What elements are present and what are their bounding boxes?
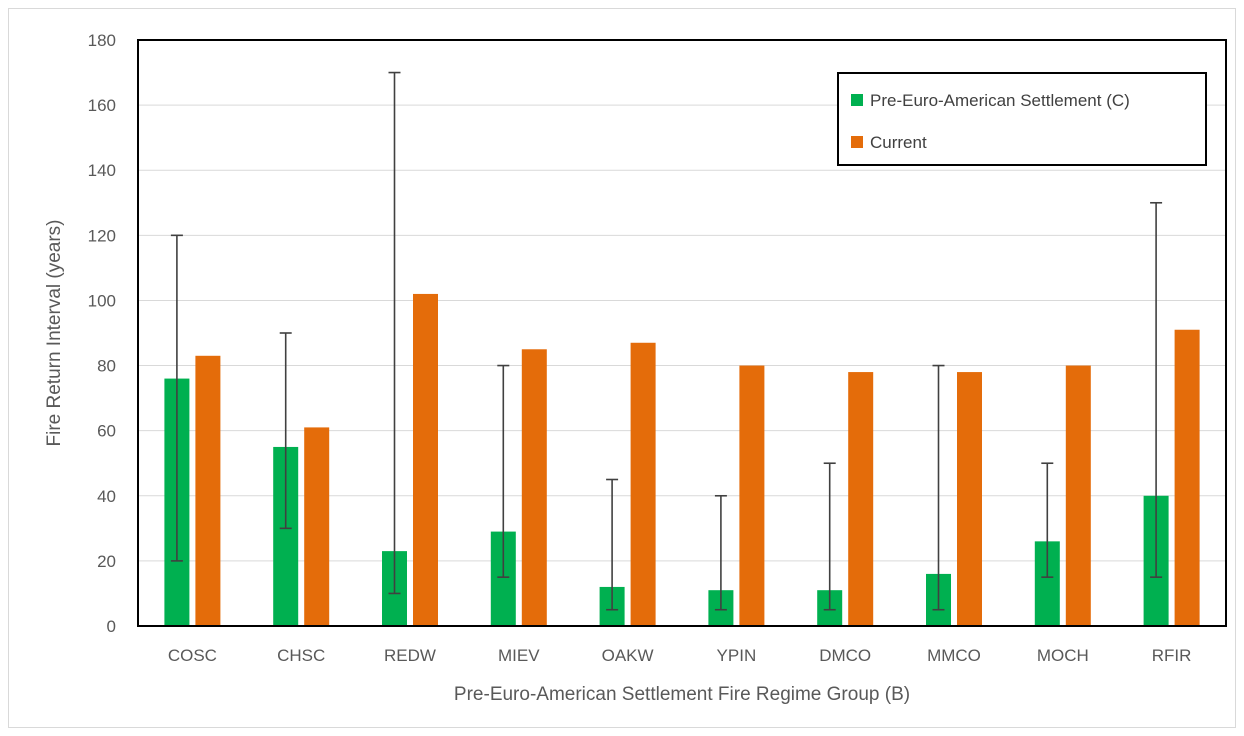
- x-tick-label-cosc: COSC: [168, 646, 217, 665]
- x-tick-label-dmco: DMCO: [819, 646, 871, 665]
- y-tick-label: 100: [88, 291, 116, 310]
- bar-ypin-current: [739, 365, 765, 626]
- x-axis-title: Pre-Euro-American Settlement Fire Regime…: [454, 684, 910, 705]
- error-bar-moch: [1041, 462, 1054, 578]
- y-tick-label: 180: [88, 31, 116, 50]
- y-tick-label: 160: [88, 96, 116, 115]
- bar-cosc-current: [195, 355, 221, 626]
- x-tick-label-mmco: MMCO: [927, 646, 981, 665]
- y-axis-title: Fire Return Interval (years): [44, 219, 65, 446]
- x-tick-label-chsc: CHSC: [277, 646, 325, 665]
- error-bar-miev: [497, 364, 510, 578]
- error-bars: [170, 71, 1163, 611]
- x-tick-label-oakw: OAKW: [602, 646, 654, 665]
- x-tick-label-ypin: YPIN: [717, 646, 757, 665]
- bar-oakw-current: [630, 342, 656, 626]
- y-tick-label: 140: [88, 161, 116, 180]
- bars: [164, 293, 1200, 626]
- x-tick-label-rfir: RFIR: [1152, 646, 1192, 665]
- bar-dmco-current: [848, 372, 874, 626]
- y-tick-label: 40: [97, 487, 116, 506]
- y-tick-label: 0: [107, 617, 116, 636]
- error-bar-cosc: [170, 234, 183, 562]
- plot-area-border: [137, 39, 1227, 627]
- legend-swatch-pre-settlement: [851, 94, 863, 106]
- error-bar-dmco: [823, 462, 836, 611]
- y-tick-label: 20: [97, 552, 116, 571]
- error-bar-ypin: [714, 494, 727, 611]
- error-bar-redw: [388, 71, 401, 595]
- legend-label-pre-settlement: Pre-Euro-American Settlement (C): [870, 91, 1130, 110]
- x-tick-label-redw: REDW: [384, 646, 436, 665]
- bar-miev-current: [521, 349, 547, 626]
- error-bar-chsc: [279, 332, 292, 530]
- y-tick-label: 120: [88, 226, 116, 245]
- y-axis-ticks: 0 20 40 60 80 100 120 140 160 180: [88, 31, 116, 636]
- error-bar-mmco: [932, 364, 945, 611]
- bar-moch-current: [1065, 365, 1091, 626]
- bar-redw-current: [413, 293, 438, 626]
- error-bar-oakw: [606, 478, 619, 611]
- x-axis-ticks: COSC CHSC REDW MIEV OAKW YPIN DMCO MMCO MOCH RFIR: [168, 646, 1192, 665]
- x-tick-label-moch: MOCH: [1037, 646, 1089, 665]
- bar-mmco-current: [957, 372, 982, 626]
- legend-box: [837, 72, 1207, 166]
- y-tick-label: 80: [97, 357, 116, 376]
- bar-rfir-current: [1174, 329, 1200, 626]
- legend: Pre-Euro-American Settlement (C) Current: [837, 72, 1207, 166]
- x-tick-label-miev: MIEV: [498, 646, 540, 665]
- legend-swatch-current: [851, 136, 863, 148]
- error-bar-rfir: [1150, 201, 1163, 578]
- legend-label-current: Current: [870, 133, 927, 152]
- bar-chsc-current: [304, 427, 330, 626]
- y-tick-label: 60: [97, 422, 116, 441]
